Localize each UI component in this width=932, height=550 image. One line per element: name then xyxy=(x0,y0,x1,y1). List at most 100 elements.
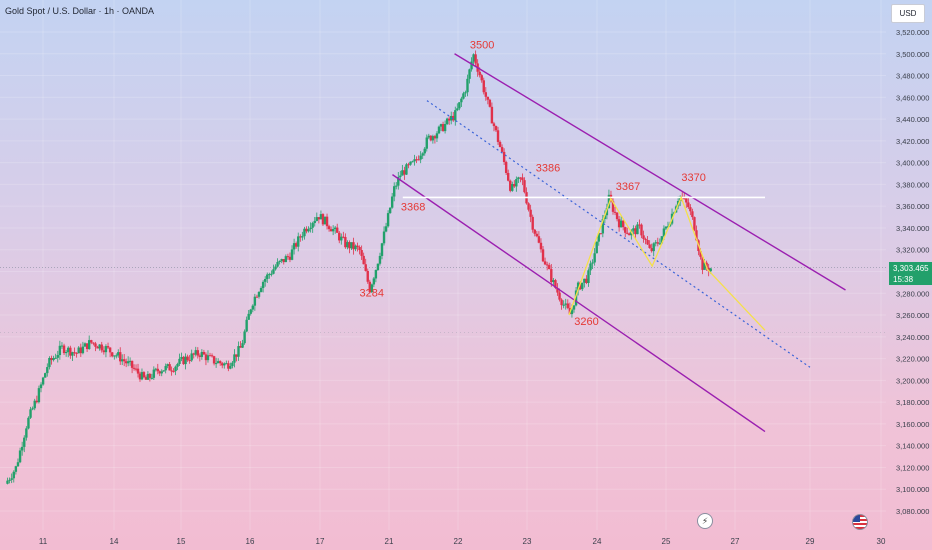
candle-body xyxy=(182,356,185,365)
candle-body xyxy=(601,219,605,234)
candle-body xyxy=(646,240,649,245)
us-flag-event-icon[interactable] xyxy=(852,514,868,530)
candle-body xyxy=(509,180,512,191)
y-tick-label: 3,240.000 xyxy=(896,333,929,342)
candle-body xyxy=(521,177,524,181)
y-tick-label: 3,280.000 xyxy=(896,289,929,298)
candle-body xyxy=(266,274,269,279)
candle-body xyxy=(498,141,502,148)
price-axis[interactable]: 3,080.000 3,100.000 3,120.000 3,140.000 3,16… xyxy=(896,28,929,516)
candle-body xyxy=(128,360,132,362)
grid-lines xyxy=(0,267,886,333)
candle-body xyxy=(541,249,545,262)
candle-body xyxy=(511,184,514,191)
candle-body xyxy=(437,126,441,134)
candle-body xyxy=(184,356,187,365)
candle-body xyxy=(658,243,662,245)
candle-body xyxy=(20,446,24,451)
x-tick-label: 16 xyxy=(246,537,255,546)
candle-body xyxy=(206,355,210,361)
candle-body xyxy=(35,400,39,403)
candle-body xyxy=(652,243,655,252)
price-annotation: 3500 xyxy=(470,39,494,51)
candle-body xyxy=(282,259,285,263)
candle-body xyxy=(611,201,615,212)
y-tick-label: 3,120.000 xyxy=(896,463,929,472)
candle-body xyxy=(666,226,670,228)
candle-body xyxy=(162,370,165,372)
y-tick-label: 3,200.000 xyxy=(896,376,929,385)
candle-body xyxy=(566,303,570,308)
candle-body xyxy=(689,207,692,212)
x-tick-label: 30 xyxy=(877,537,886,546)
candle-body xyxy=(597,233,600,242)
candle-body xyxy=(350,242,353,249)
candle-body xyxy=(16,462,20,467)
currency-button[interactable]: USD xyxy=(891,4,925,23)
candle-body xyxy=(587,270,590,283)
candle-body xyxy=(309,227,312,230)
candle-body xyxy=(433,136,437,139)
candle-body xyxy=(227,363,230,369)
candle-body xyxy=(576,282,580,291)
candle-body xyxy=(454,110,457,121)
candle-body xyxy=(210,355,214,357)
candle-body xyxy=(687,202,690,208)
candle-body xyxy=(545,264,549,266)
candle-body xyxy=(462,93,465,99)
drawing-tools[interactable] xyxy=(392,53,846,433)
y-tick-label: 3,340.000 xyxy=(896,224,929,233)
candle-body xyxy=(344,237,347,248)
bar-countdown: 15:38 xyxy=(893,275,914,284)
symbol-title[interactable]: Gold Spot / U.S. Dollar · 1h · OANDA xyxy=(5,6,155,16)
y-tick-label: 3,420.000 xyxy=(896,137,929,146)
candle-body xyxy=(268,274,271,276)
candle-body xyxy=(558,292,561,300)
candle-body xyxy=(492,123,496,127)
candle-body xyxy=(113,355,116,357)
candle-body xyxy=(376,263,380,271)
candle-body xyxy=(245,319,248,332)
time-axis[interactable]: 11 14 15 16 17 21 22 23 24 25 27 29 30 xyxy=(39,537,886,546)
candle-body xyxy=(202,351,206,355)
candle-body xyxy=(336,227,339,233)
x-tick-label: 22 xyxy=(454,537,463,546)
candle-body xyxy=(144,377,148,380)
candle-body xyxy=(140,372,144,380)
candle-body xyxy=(297,236,300,247)
candle-body xyxy=(421,153,424,156)
candle-body xyxy=(415,159,418,161)
candle-body xyxy=(705,262,708,268)
candle-body xyxy=(709,268,712,272)
candle-body xyxy=(8,479,11,481)
candle-body xyxy=(397,176,400,186)
candle-body xyxy=(460,98,463,103)
candle-body xyxy=(160,371,163,374)
candle-body xyxy=(75,352,78,354)
candle-body xyxy=(218,361,222,364)
candle-body xyxy=(405,164,408,175)
candle-body xyxy=(152,369,156,378)
y-tick-label: 3,080.000 xyxy=(896,507,929,516)
candle-body xyxy=(12,471,15,479)
candle-body xyxy=(699,251,702,257)
candle-body xyxy=(599,233,602,235)
candle-body xyxy=(214,363,218,365)
candle-body xyxy=(494,126,498,131)
candle-body xyxy=(10,478,13,480)
candle-body xyxy=(178,358,181,364)
candle-body xyxy=(96,346,99,349)
price-annotation: 3260 xyxy=(574,316,598,328)
candle-body xyxy=(638,224,641,226)
candle-body xyxy=(263,278,267,282)
candle-body xyxy=(683,198,686,200)
candle-body xyxy=(136,368,140,374)
candle-body xyxy=(221,363,224,366)
candle-body xyxy=(81,346,85,354)
candle-body xyxy=(458,102,461,109)
candle-body xyxy=(390,196,394,208)
flash-event-icon[interactable]: ⚡ xyxy=(697,513,713,529)
candle-body xyxy=(14,466,18,472)
candle-body xyxy=(278,260,281,263)
